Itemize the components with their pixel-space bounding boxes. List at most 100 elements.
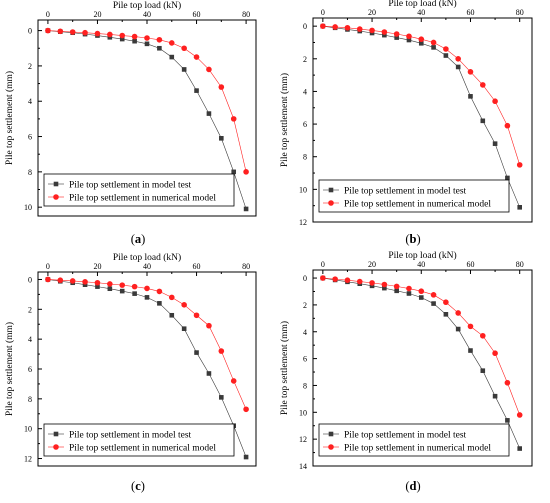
panel-label: (c) <box>131 479 145 493</box>
data-point <box>107 281 113 287</box>
y-tick-label: 8 <box>28 395 32 404</box>
y-tick-label: 0 <box>28 275 32 284</box>
y-axis-title: Pile top settlement (mm) <box>4 322 15 416</box>
plot-frame <box>312 17 533 223</box>
x-tick-label: 60 <box>466 260 474 269</box>
data-point <box>219 395 224 400</box>
legend-box <box>43 173 235 207</box>
y-tick-label: 12 <box>24 455 32 464</box>
y-tick-label: 6 <box>28 133 32 142</box>
data-point <box>206 111 212 116</box>
y-tick-label: 4 <box>303 328 307 337</box>
data-point <box>107 31 113 38</box>
x-tick-label: 60 <box>466 8 474 17</box>
data-point <box>431 45 436 50</box>
data-point <box>505 175 510 181</box>
data-point <box>243 454 249 460</box>
data-point <box>393 31 400 37</box>
y-axis-title: Pile top settlement (mm) <box>4 71 15 165</box>
data-point <box>394 288 399 294</box>
data-point <box>443 299 449 306</box>
data-point <box>144 295 150 300</box>
y-tick-label: 8 <box>303 381 307 390</box>
data-point <box>168 294 175 301</box>
legend-label: Pile top settlement in model test <box>69 180 192 190</box>
data-point <box>193 54 200 60</box>
data-point <box>344 277 351 284</box>
data-point <box>492 98 498 105</box>
data-point <box>243 169 249 175</box>
data-point <box>320 275 326 281</box>
series-line <box>322 277 520 449</box>
data-point <box>69 278 76 284</box>
data-point <box>181 302 187 308</box>
data-point <box>181 67 187 72</box>
data-point <box>157 45 162 51</box>
chart-panel: 0 20 40 60 80 0 2 4 6 8 10 12 Pile top load (kN) Pile… <box>279 0 533 246</box>
data-point <box>406 33 412 40</box>
legend-box <box>318 423 510 457</box>
y-axis-title: Pile top settlement (mm) <box>279 321 290 415</box>
y-tick-label: 10 <box>299 185 307 194</box>
data-point <box>230 116 237 122</box>
data-point <box>57 277 64 284</box>
x-tick-label: 80 <box>516 8 524 17</box>
data-point <box>131 33 138 40</box>
data-point <box>95 284 100 289</box>
data-point <box>381 281 388 288</box>
data-point <box>219 136 224 141</box>
data-point <box>119 288 125 294</box>
data-point <box>418 295 424 300</box>
y-tick-label: 2 <box>303 301 307 310</box>
legend-marker <box>53 431 59 437</box>
data-point <box>467 69 474 75</box>
x-tick-label: 0 <box>321 8 325 17</box>
y-tick-label: 6 <box>28 365 32 374</box>
y-tick-label: 8 <box>28 168 32 177</box>
y-tick-label: 14 <box>299 462 307 471</box>
data-point <box>119 32 126 39</box>
data-point <box>455 56 461 62</box>
data-point <box>206 322 212 329</box>
data-point <box>94 279 101 286</box>
legend-label: Pile top settlement in numerical model <box>344 443 491 453</box>
legend-marker <box>53 444 59 450</box>
x-tick-label: 20 <box>93 10 101 19</box>
x-tick-label: 60 <box>193 262 201 271</box>
data-point <box>169 312 175 318</box>
data-point <box>332 24 338 30</box>
x-tick-label: 60 <box>193 10 201 19</box>
data-point <box>393 283 400 290</box>
x-tick-label: 20 <box>368 260 376 269</box>
data-point <box>504 122 511 129</box>
x-tick-label: 80 <box>242 262 250 271</box>
data-point <box>82 282 88 287</box>
data-point <box>394 35 399 40</box>
legend-marker <box>328 444 334 450</box>
data-point <box>430 292 437 298</box>
y-tick-label: 2 <box>303 55 307 64</box>
data-point <box>107 35 113 40</box>
data-point <box>369 283 375 289</box>
data-point <box>181 326 187 332</box>
y-tick-label: 0 <box>303 22 307 31</box>
data-point <box>82 279 88 285</box>
y-tick-label: 2 <box>28 305 32 314</box>
data-point <box>455 326 461 332</box>
x-axis-title: Pile top load (kN) <box>388 250 456 261</box>
data-point <box>479 82 486 88</box>
x-tick-label: 20 <box>368 8 376 17</box>
data-point <box>144 285 150 292</box>
data-point <box>45 27 51 34</box>
legend-marker <box>53 194 59 200</box>
data-point <box>369 27 375 34</box>
data-point <box>468 348 473 353</box>
x-axis-title: Pile top load (kN) <box>388 0 456 9</box>
data-point <box>443 53 449 58</box>
legend-label: Pile top settlement in model test <box>69 430 192 440</box>
data-point <box>132 291 137 296</box>
x-axis-title: Pile top load (kN) <box>113 0 181 11</box>
y-tick-label: 12 <box>299 435 307 444</box>
panel-label: (d) <box>405 479 420 493</box>
data-point <box>231 169 237 175</box>
